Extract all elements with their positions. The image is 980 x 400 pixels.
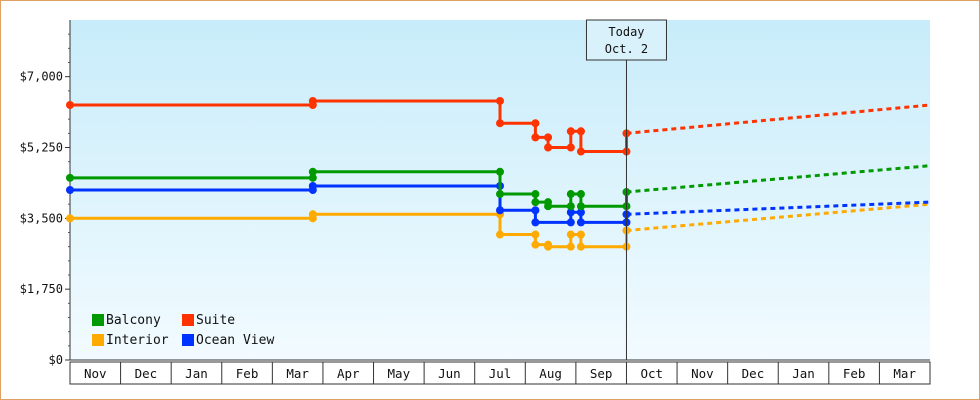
point-interior: [308, 210, 317, 219]
x-tick-label: Feb: [843, 366, 866, 381]
point-interior: [576, 230, 585, 239]
series-projection-balcony: [626, 164, 931, 194]
point-interior: [566, 230, 575, 239]
series-projection-suite: [626, 103, 931, 135]
point-suite: [531, 119, 540, 128]
y-tick-label: $1,750: [20, 282, 63, 296]
point-suite: [544, 133, 553, 142]
point-suite: [66, 101, 74, 109]
y-axis: $0 $1,750 $3,500 $5,250 $7,000: [20, 20, 71, 367]
legend-swatch-interior: [92, 334, 104, 346]
point-interior: [544, 242, 553, 251]
legend-label-ocean-view: Ocean View: [196, 333, 274, 348]
legend-label-interior: Interior: [106, 333, 169, 348]
point-balcony: [496, 190, 504, 199]
point-balcony: [576, 190, 585, 199]
point-balcony: [566, 190, 575, 199]
point-suite: [566, 143, 575, 152]
point-balcony: [308, 173, 317, 182]
y-tick-label: $7,000: [20, 70, 63, 84]
legend-swatch-ocean-view: [182, 334, 194, 346]
x-tick-label: Jun: [438, 366, 461, 381]
x-axis-band: [69, 361, 931, 385]
x-tick-label: Mar: [893, 366, 916, 381]
x-tick-label: Nov: [84, 366, 107, 381]
point-suite: [496, 119, 504, 128]
x-tick-label: Aug: [539, 366, 562, 381]
today-marker: Today Oct. 2: [585, 19, 667, 360]
legend-label-suite: Suite: [196, 313, 235, 328]
x-tick-label: Oct: [640, 366, 663, 381]
point-ocean-view: [531, 206, 540, 215]
point-suite: [308, 96, 317, 105]
point-interior: [576, 242, 585, 251]
point-balcony: [544, 202, 553, 211]
x-tick-label: Mar: [286, 366, 309, 381]
point-interior: [566, 242, 575, 251]
today-date: Oct. 2: [605, 42, 648, 56]
point-interior: [66, 214, 74, 223]
point-ocean-view: [66, 186, 74, 194]
point-ocean-view: [566, 218, 575, 227]
point-ocean-view: [496, 206, 504, 215]
point-interior: [531, 230, 540, 239]
legend-label-balcony: Balcony: [106, 313, 161, 328]
point-balcony: [496, 167, 504, 176]
point-ocean-view: [308, 181, 317, 190]
point-balcony: [576, 202, 585, 211]
point-balcony: [531, 190, 540, 199]
point-suite: [496, 96, 504, 105]
point-balcony: [531, 198, 540, 207]
point-suite: [576, 147, 585, 156]
x-tick-label: Sep: [590, 366, 613, 381]
x-tick-label: Dec: [742, 366, 765, 381]
x-tick-label: May: [388, 366, 411, 381]
x-tick-label: Jul: [489, 366, 512, 381]
legend-swatch-balcony: [92, 314, 104, 326]
x-tick-label: Dec: [135, 366, 158, 381]
point-ocean-view: [531, 218, 540, 227]
y-tick-label: $3,500: [20, 211, 63, 225]
point-suite: [531, 133, 540, 142]
x-axis: Nov Dec Jan Feb Mar Apr May Jun Jul Aug Sep Oct Nov D…: [69, 359, 931, 385]
point-balcony: [66, 173, 74, 182]
point-suite: [566, 127, 575, 136]
x-tick-label: Jan: [792, 366, 815, 381]
series-projection-ocean-view: [626, 200, 931, 216]
today-label: Today: [608, 25, 644, 39]
point-suite: [544, 143, 553, 152]
point-suite: [576, 127, 585, 136]
legend: Balcony Suite Interior Ocean View: [92, 313, 274, 348]
x-tick-label: Nov: [691, 366, 714, 381]
point-ocean-view: [576, 208, 585, 217]
legend-swatch-suite: [182, 314, 194, 326]
point-balcony: [308, 167, 317, 176]
x-tick-label: Feb: [236, 366, 259, 381]
today-box: [585, 19, 667, 61]
x-tick-label: Jan: [185, 366, 208, 381]
point-interior: [531, 240, 540, 249]
x-tick-label: Apr: [337, 366, 360, 381]
series-projection-interior: [626, 202, 931, 232]
point-balcony: [566, 202, 575, 211]
y-tick-label: $0: [49, 353, 63, 367]
point-ocean-view: [576, 218, 585, 227]
point-ocean-view: [566, 208, 575, 217]
point-interior: [496, 230, 504, 239]
series-group: [66, 96, 931, 251]
y-tick-label: $5,250: [20, 141, 63, 155]
